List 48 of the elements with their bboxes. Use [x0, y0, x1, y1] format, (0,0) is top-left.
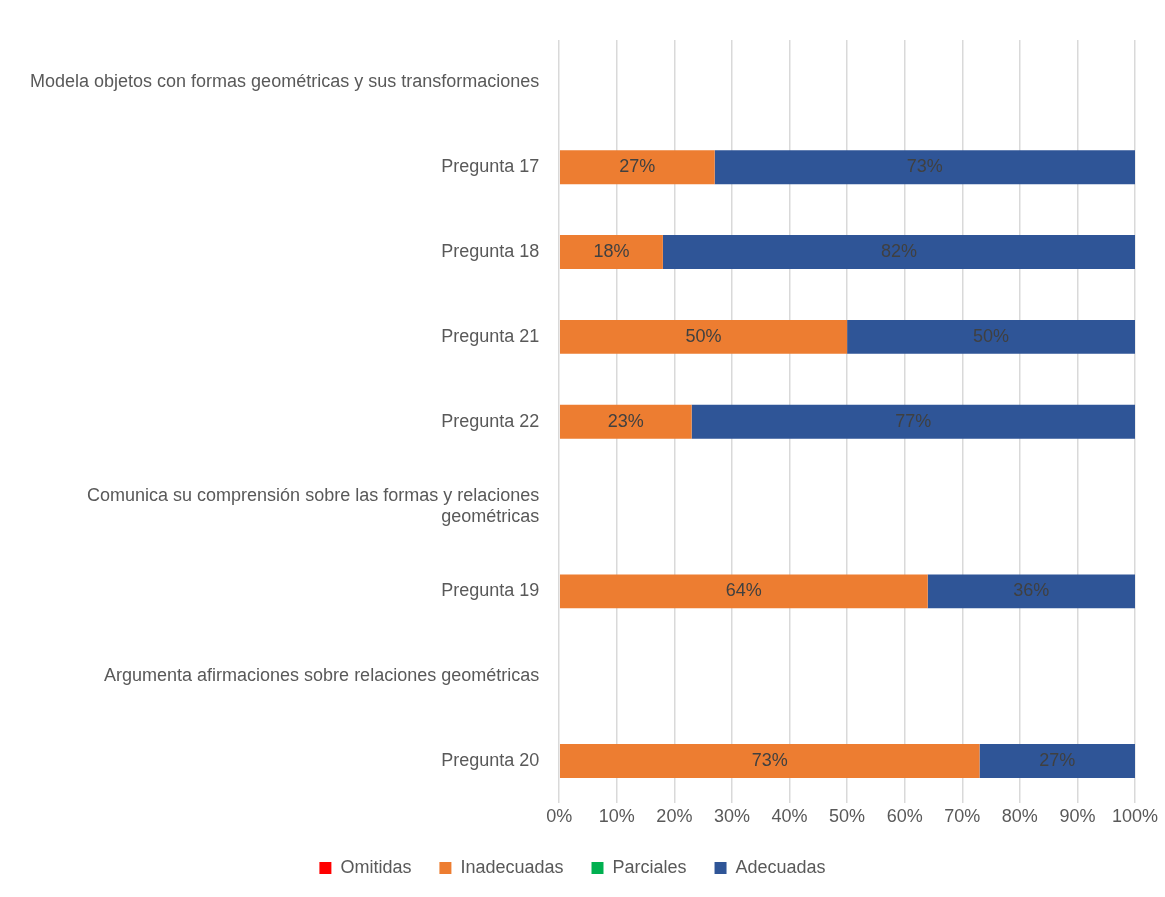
y-tick-label: Pregunta 20 — [441, 749, 540, 770]
bar — [559, 319, 848, 354]
data-label: 73% — [906, 156, 943, 177]
legend-label: Omitidas — [340, 856, 412, 877]
x-tick-label: 80% — [1001, 806, 1038, 827]
data-label: 18% — [593, 241, 630, 262]
data-label: 23% — [607, 410, 644, 431]
data-label: 50% — [685, 325, 722, 346]
data-label: 27% — [619, 156, 656, 177]
bar — [559, 150, 715, 185]
bar — [927, 574, 1135, 609]
data-label: 36% — [1013, 580, 1050, 601]
y-tick-label: Pregunta 22 — [441, 410, 540, 431]
bar — [847, 319, 1135, 354]
data-label: 64% — [725, 580, 762, 601]
data-label: 27% — [1039, 749, 1076, 770]
x-tick-label: 40% — [771, 806, 808, 827]
y-tick-label: Comunica su comprensión sobre las formas y relaciones geométricas — [87, 484, 540, 527]
bar — [691, 404, 1135, 439]
bar — [559, 574, 928, 609]
bar — [559, 404, 692, 439]
x-tick-label: 20% — [656, 806, 693, 827]
legend-label: Adecuadas — [735, 856, 826, 877]
data-label: 73% — [751, 749, 788, 770]
legend-label: Parciales — [612, 856, 687, 877]
y-tick-label: Pregunta 18 — [441, 241, 540, 262]
x-tick-label: 50% — [829, 806, 866, 827]
bar — [979, 744, 1135, 778]
bar — [559, 235, 663, 270]
y-tick-label: Pregunta 19 — [441, 580, 540, 601]
y-tick-label: Pregunta 21 — [441, 325, 540, 346]
legend-label: Inadecuadas — [460, 856, 564, 877]
bar — [714, 150, 1135, 185]
y-tick-label: Modela objetos con formas geométricas y sus transformaciones — [30, 71, 540, 92]
data-label: 82% — [880, 241, 917, 262]
x-tick-label: 100% — [1111, 806, 1159, 827]
x-tick-label: 60% — [886, 806, 923, 827]
x-tick-label: 30% — [713, 806, 750, 827]
data-label: 77% — [895, 410, 932, 431]
data-label: 50% — [973, 325, 1010, 346]
bar — [662, 235, 1135, 270]
x-tick-label: 90% — [1059, 806, 1096, 827]
x-tick-label: 10% — [598, 806, 635, 827]
x-tick-label: 70% — [944, 806, 981, 827]
y-tick-label: Pregunta 17 — [441, 156, 540, 177]
bar — [559, 744, 980, 778]
x-tick-label: 0% — [546, 806, 573, 827]
y-tick-label: Argumenta afirmaciones sobre relaciones geométricas — [104, 665, 540, 686]
